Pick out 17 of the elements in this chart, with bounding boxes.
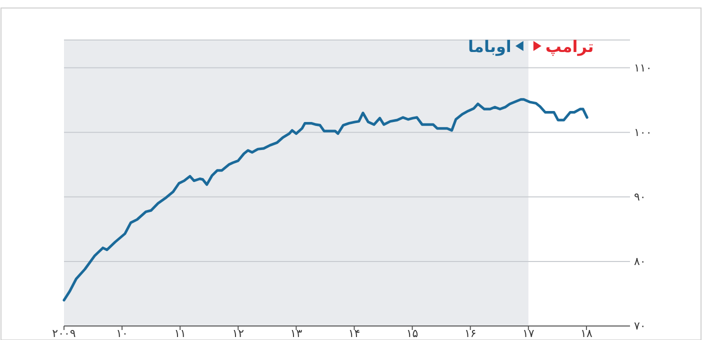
x-tick-label: ۱۲ [232,327,244,340]
x-tick-label: ۱۴ [348,327,360,340]
y-tick-label: ۷۰ [634,320,646,332]
annotation: ترامپ [545,37,594,56]
x-tick-label: ۱۸ [580,327,592,340]
x-tick-label: ۲۰۰۹ [52,327,76,340]
y-tick-label: ۸۰ [634,254,646,268]
x-tick-label: ۱۷ [522,327,534,340]
x-tick-label: ۱۵ [406,327,418,340]
x-tick-label: ۱۱ [174,327,186,340]
x-tick-label: ۱۶ [464,327,476,340]
y-tick-label: ۱۰۰ [634,126,652,139]
y-tick-label: ۹۰ [634,190,646,204]
band-label: اوباما [468,37,512,56]
x-tick-label: ۱۳ [290,327,302,340]
x-tick-label: ۱۰ [116,327,128,340]
y-tick-label: ۱۱۰ [634,61,652,74]
